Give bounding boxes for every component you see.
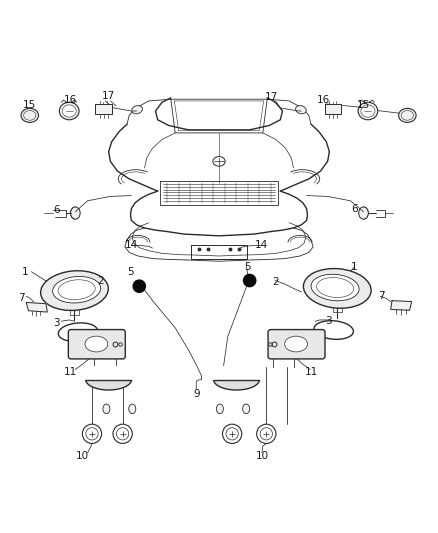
Text: 1: 1 <box>350 262 357 271</box>
Polygon shape <box>325 104 341 114</box>
Text: 9: 9 <box>193 390 200 399</box>
Ellipse shape <box>243 404 250 414</box>
Ellipse shape <box>285 336 307 352</box>
Text: 6: 6 <box>53 205 60 215</box>
Ellipse shape <box>129 404 136 414</box>
Circle shape <box>223 424 242 443</box>
Text: 3: 3 <box>325 316 332 326</box>
Text: 11: 11 <box>64 367 77 377</box>
Text: 15: 15 <box>357 100 370 110</box>
Text: 11: 11 <box>304 367 318 377</box>
Polygon shape <box>26 302 47 312</box>
Text: 14: 14 <box>255 240 268 251</box>
Circle shape <box>82 424 102 443</box>
Ellipse shape <box>358 102 378 120</box>
Text: 2: 2 <box>272 277 279 287</box>
Text: 10: 10 <box>255 451 268 461</box>
Ellipse shape <box>59 102 79 120</box>
Ellipse shape <box>62 105 76 117</box>
Circle shape <box>133 280 145 292</box>
Text: 14: 14 <box>125 240 138 251</box>
Text: 6: 6 <box>351 204 358 214</box>
Bar <box>212 366 261 379</box>
Ellipse shape <box>71 207 80 219</box>
Ellipse shape <box>53 277 101 303</box>
Text: 5: 5 <box>127 266 134 277</box>
Text: 10: 10 <box>76 451 89 461</box>
Ellipse shape <box>103 404 110 414</box>
Text: 7: 7 <box>378 291 385 301</box>
FancyBboxPatch shape <box>68 329 125 359</box>
Polygon shape <box>95 104 112 114</box>
Text: 3: 3 <box>53 318 60 328</box>
Ellipse shape <box>21 108 39 123</box>
Text: 17: 17 <box>102 91 115 101</box>
Ellipse shape <box>216 404 223 414</box>
Ellipse shape <box>311 274 359 301</box>
Text: 16: 16 <box>317 95 330 105</box>
Text: 2: 2 <box>97 276 104 286</box>
Bar <box>85 366 133 379</box>
Ellipse shape <box>41 271 108 310</box>
Ellipse shape <box>85 336 108 352</box>
Circle shape <box>113 424 132 443</box>
Ellipse shape <box>213 157 225 166</box>
Polygon shape <box>391 301 412 310</box>
Text: 16: 16 <box>64 95 77 105</box>
Circle shape <box>257 424 276 443</box>
Circle shape <box>244 274 256 287</box>
Ellipse shape <box>132 106 142 114</box>
Ellipse shape <box>85 369 131 390</box>
FancyBboxPatch shape <box>268 329 325 359</box>
Text: 5: 5 <box>244 262 251 271</box>
Text: 7: 7 <box>18 293 25 303</box>
Ellipse shape <box>296 106 306 114</box>
Ellipse shape <box>359 207 368 219</box>
Text: 15: 15 <box>23 100 36 110</box>
Ellipse shape <box>399 108 416 123</box>
Ellipse shape <box>361 105 375 117</box>
Ellipse shape <box>304 269 371 308</box>
Ellipse shape <box>213 369 259 390</box>
Text: 1: 1 <box>22 266 29 277</box>
Text: 17: 17 <box>265 92 278 102</box>
